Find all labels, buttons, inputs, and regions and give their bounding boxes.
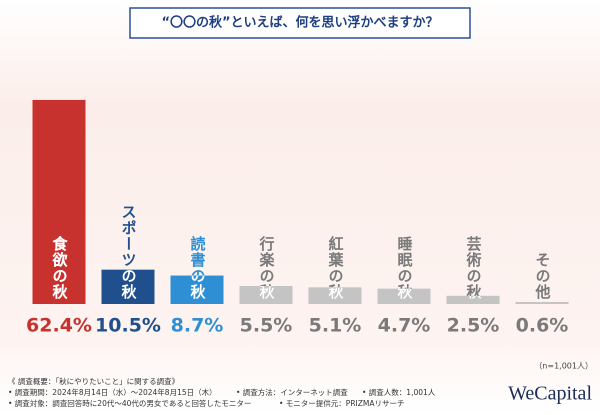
category-label: 読書の秋 <box>189 235 207 300</box>
logo: WeCapital <box>508 383 592 405</box>
sample-note: （n=1,001人） <box>534 362 593 371</box>
bar <box>32 99 86 305</box>
category-label-inner: 食欲の秋 <box>51 235 69 300</box>
category-label-inner: 紅葉の秋 <box>327 235 345 300</box>
value-label: 2.5% <box>447 315 500 337</box>
bar <box>239 286 293 304</box>
category-label: 食欲の秋 <box>51 235 69 300</box>
footer-item: • 調査人数：1,001人 <box>362 387 436 397</box>
category-label: 芸術の秋 <box>465 235 483 300</box>
value-label: 5.5% <box>240 315 293 337</box>
title-box <box>129 7 471 39</box>
category-label-inner: 行楽の秋 <box>258 235 276 300</box>
value-label: 8.7% <box>171 315 224 337</box>
footer-item: • 調査期間：2024年8月14日（水）〜2024年8月15日（木） <box>8 387 217 397</box>
category-label-inner: 睡眠の秋 <box>396 235 414 300</box>
category-label: 睡眠の秋 <box>396 235 414 300</box>
footer-heading: 《 調査概要：「秋にやりたいこと」に関する調査》 <box>8 376 179 386</box>
chart-title: “〇〇の秋”といえば、何を思い浮かべますか？ <box>161 15 438 31</box>
value-label: 0.6% <box>516 315 569 337</box>
bar <box>101 269 155 304</box>
category-label: 紅葉の秋 <box>327 235 345 300</box>
category-label-inner: 芸術の秋 <box>465 235 483 300</box>
category-label-inner: スポーツの秋 <box>120 204 138 300</box>
category-label: スポーツの秋 <box>120 204 138 300</box>
value-label: 5.1% <box>309 315 362 337</box>
value-label: 10.5% <box>95 315 161 337</box>
bar <box>377 288 431 304</box>
value-label: 4.7% <box>378 315 431 337</box>
category-label-inner: 読書の秋 <box>189 235 207 300</box>
footer-item: • 調査対象：調査回答時に20代〜40代の男女であると回答したモニター <box>8 398 251 408</box>
category-label: 行楽の秋 <box>258 235 276 300</box>
category-label: その他 <box>534 252 552 300</box>
bar <box>170 275 224 304</box>
bar <box>515 302 569 304</box>
bar <box>308 287 362 304</box>
footer-item: • 調査方法：インターネット調査 <box>236 387 348 397</box>
bar <box>446 295 500 304</box>
footer-item: • モニター提供元：PRIZMAリサーチ <box>279 398 405 408</box>
value-label: 62.4% <box>26 315 92 337</box>
